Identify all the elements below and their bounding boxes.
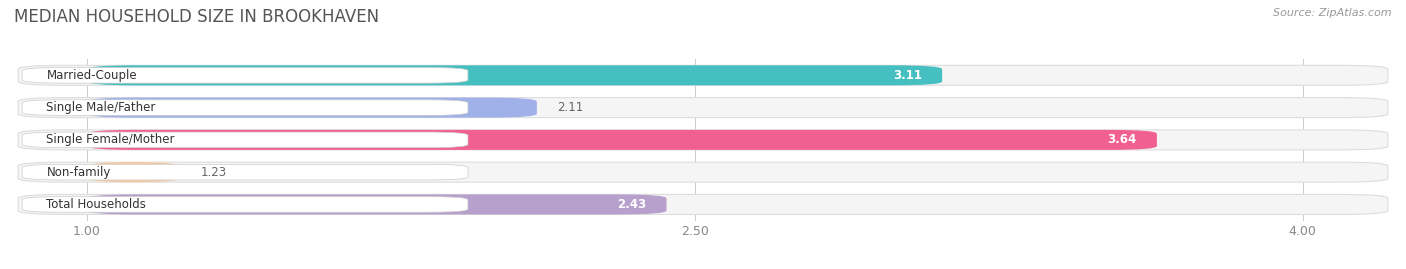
FancyBboxPatch shape (22, 68, 468, 83)
FancyBboxPatch shape (22, 132, 468, 148)
Text: Total Households: Total Households (46, 198, 146, 211)
Text: MEDIAN HOUSEHOLD SIZE IN BROOKHAVEN: MEDIAN HOUSEHOLD SIZE IN BROOKHAVEN (14, 8, 380, 26)
FancyBboxPatch shape (22, 197, 468, 212)
Text: Non-family: Non-family (46, 166, 111, 179)
Text: Single Female/Mother: Single Female/Mother (46, 133, 174, 146)
FancyBboxPatch shape (22, 100, 468, 115)
FancyBboxPatch shape (87, 194, 666, 214)
Text: Single Male/Father: Single Male/Father (46, 101, 156, 114)
FancyBboxPatch shape (18, 130, 1388, 150)
FancyBboxPatch shape (87, 162, 180, 182)
FancyBboxPatch shape (18, 194, 1388, 214)
FancyBboxPatch shape (18, 162, 1388, 182)
Text: Source: ZipAtlas.com: Source: ZipAtlas.com (1274, 8, 1392, 18)
Text: 2.43: 2.43 (617, 198, 647, 211)
FancyBboxPatch shape (18, 98, 1388, 118)
Text: 1.23: 1.23 (201, 166, 226, 179)
FancyBboxPatch shape (87, 65, 942, 85)
FancyBboxPatch shape (18, 65, 1388, 85)
Text: 2.11: 2.11 (557, 101, 583, 114)
Text: 3.64: 3.64 (1108, 133, 1136, 146)
Text: 3.11: 3.11 (893, 69, 922, 82)
FancyBboxPatch shape (22, 164, 468, 180)
FancyBboxPatch shape (87, 130, 1157, 150)
FancyBboxPatch shape (87, 98, 537, 118)
Text: Married-Couple: Married-Couple (46, 69, 138, 82)
